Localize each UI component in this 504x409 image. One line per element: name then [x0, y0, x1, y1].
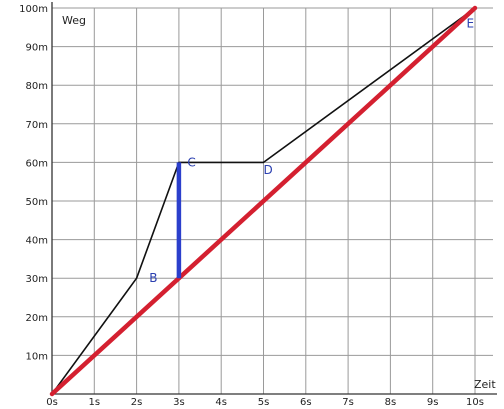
x-tick-label: 3s	[173, 397, 185, 408]
series-line-linear	[49, 5, 478, 397]
y-tick-label: 70m	[26, 120, 48, 131]
y-tick-label: 10m	[26, 351, 48, 362]
y-tick-label: 80m	[26, 81, 48, 92]
x-tick-label: 8s	[385, 397, 397, 408]
y-tick-label: 100m	[19, 4, 48, 15]
axes	[51, 2, 497, 395]
y-tick-label: 20m	[26, 313, 48, 324]
point-label-c: C	[187, 155, 195, 169]
y-tick-label: 40m	[26, 236, 48, 247]
series-layer	[49, 5, 478, 397]
x-tick-label: 6s	[300, 397, 312, 408]
x-tick-label: 5s	[258, 397, 270, 408]
x-tick-label: 0s	[46, 397, 58, 408]
point-label-e: E	[467, 16, 475, 30]
x-tick-label: 9s	[427, 397, 439, 408]
point-labels: B C D E	[149, 16, 474, 285]
x-tick-label: 7s	[342, 397, 354, 408]
x-tick-label: 10s	[466, 397, 484, 408]
x-tick-label: 4s	[215, 397, 227, 408]
x-tick-label: 1s	[89, 397, 101, 408]
x-axis-label: Zeit	[474, 378, 496, 391]
y-tick-label: 50m	[26, 197, 48, 208]
x-tick-label: 2s	[131, 397, 143, 408]
point-label-d: D	[264, 163, 273, 177]
point-label-b: B	[149, 271, 157, 285]
y-tick-label: 60m	[26, 158, 48, 169]
y-tick-label: 90m	[26, 43, 48, 54]
y-axis-label: Weg	[62, 14, 86, 27]
tick-labels: 0s 1s 2s 3s 4s 5s 6s 7s 8s 9s 10s 10m 20m 30m 40m 50m 60…	[19, 4, 484, 408]
y-tick-label: 30m	[26, 274, 48, 285]
